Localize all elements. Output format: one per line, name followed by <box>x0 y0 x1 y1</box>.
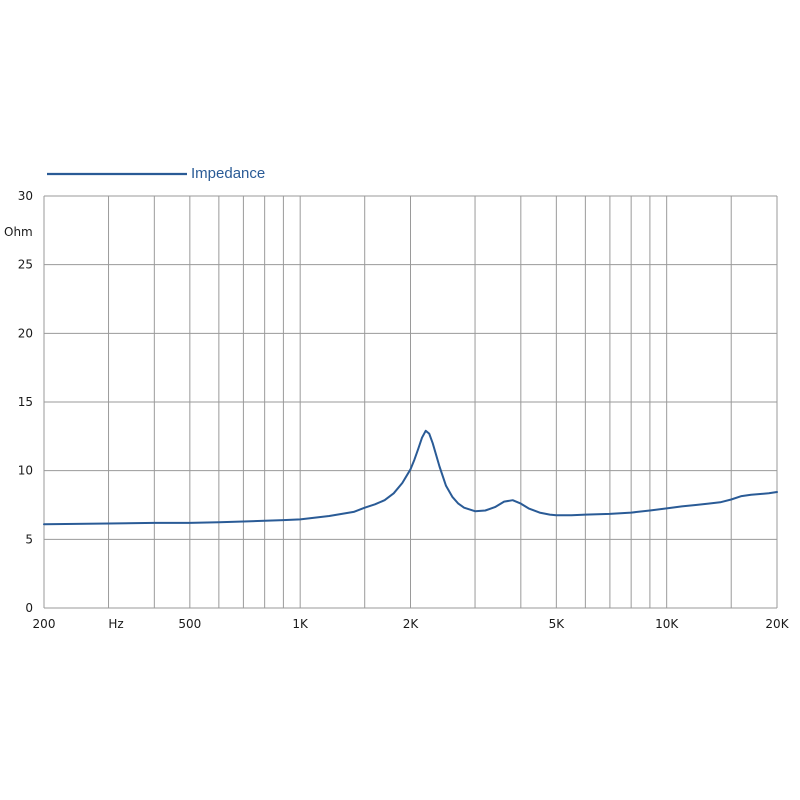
x-tick-label: 5K <box>549 617 566 631</box>
y-tick-label: 5 <box>25 532 33 546</box>
y-tick-labels: 0 5 10 15 20 25 30 <box>18 189 33 615</box>
y-tick-label: 30 <box>18 189 33 203</box>
y-tick-label: 20 <box>18 326 33 340</box>
series-layer <box>43 429 778 526</box>
x-tick-label: 1K <box>292 617 309 631</box>
x-tick-label: 200 <box>33 617 56 631</box>
y-tick-label: 25 <box>18 258 33 272</box>
x-tick-label: 500 <box>178 617 201 631</box>
series-line-impedance <box>43 429 778 526</box>
x-axis-unit-label: Hz <box>108 617 123 631</box>
x-tick-labels: 200 500 1K 2K 5K 10K 20K <box>33 617 790 631</box>
grid <box>43 195 778 609</box>
y-axis-unit-label: Ohm <box>4 225 33 239</box>
y-tick-label: 0 <box>25 601 33 615</box>
x-tick-label: 2K <box>403 617 420 631</box>
y-tick-label: 15 <box>18 395 33 409</box>
x-tick-label: 10K <box>655 617 679 631</box>
x-tick-label: 20K <box>765 617 789 631</box>
legend-label-impedance: Impedance <box>191 165 265 182</box>
y-tick-label: 10 <box>18 464 33 478</box>
legend: Impedance <box>47 165 265 182</box>
